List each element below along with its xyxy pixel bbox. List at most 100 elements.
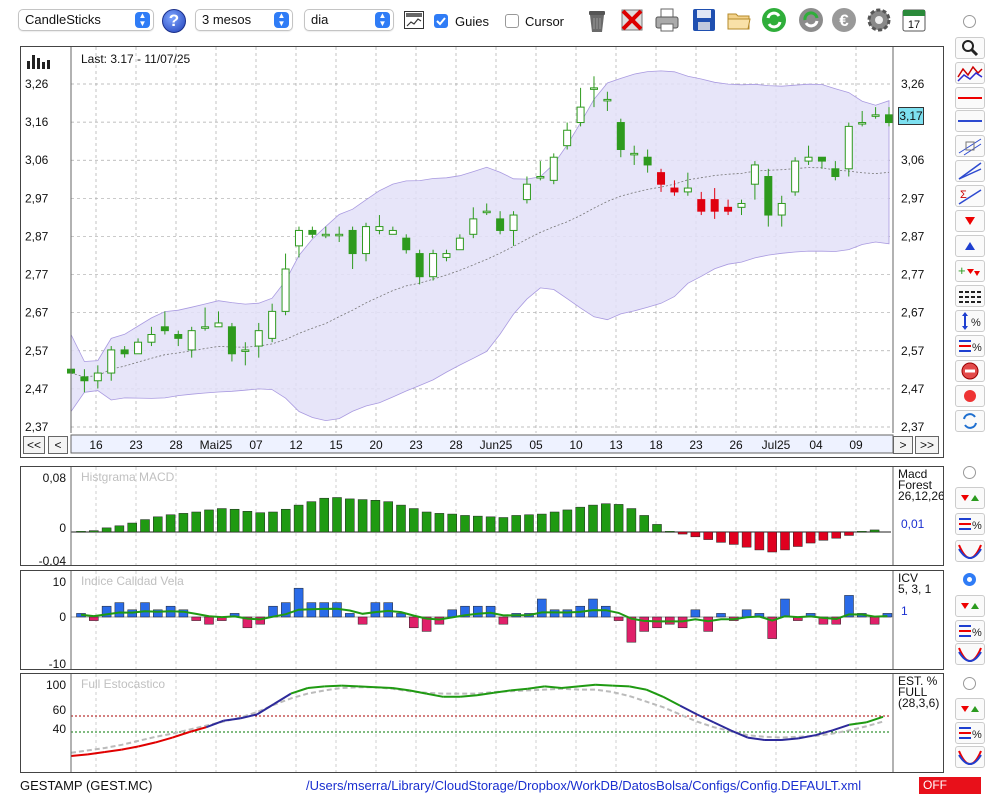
histogram-bar [268,511,278,533]
swap-tool-button[interactable] [955,410,985,432]
currency-button[interactable]: € [830,6,858,34]
chart-icon [406,13,422,27]
stoch-curve-button[interactable] [955,746,985,768]
no-entry-tool-button[interactable] [955,360,985,382]
icv-signals-button[interactable] [955,595,985,617]
candle-body [777,202,786,216]
histogram-bar [370,500,381,533]
indicator-params: 5, 3, 1 [898,582,932,596]
print-button[interactable] [653,6,681,34]
settings-button[interactable] [865,6,893,34]
x-tick-label: 09 [849,438,863,452]
guides-checkbox[interactable] [434,14,448,28]
stoch-levels-button[interactable]: % [955,722,985,744]
icv-panel-radio[interactable] [963,573,976,586]
signals-tool-button[interactable]: + [955,260,985,282]
record-tool-button[interactable] [955,385,985,407]
levels-percent-tool-button[interactable]: % [955,335,985,357]
icv-levels-button[interactable]: % [955,620,985,642]
price-chart-panel[interactable]: 3,26 3,16 3,06 2,97 2,87 2,77 2,67 2,57 2,47 2,37… [20,46,944,458]
stoch-k-segment [831,723,850,732]
record-icon [964,390,976,402]
ticker-label: GESTAMP (GEST.MC) [20,778,153,793]
levels-percent-icon: % [959,625,982,639]
stoch-k-segment [815,729,833,737]
panel-title: Indice Calidad Vela [81,574,184,588]
y-tick-label-right: 2,37 [901,420,925,434]
interval-select[interactable]: dia ▲ ▼ [304,9,394,31]
nav-last-button[interactable]: >> [915,436,939,454]
refresh-button[interactable] [760,6,788,34]
histogram-bar [524,514,534,533]
blue-line-tool-button[interactable] [955,110,985,132]
euro-icon: € [832,8,856,32]
levels-percent-icon: % [959,727,982,741]
stoch-k-segment [121,745,139,751]
stoch-panel-radio[interactable] [963,677,976,690]
bands-icon [957,65,983,82]
red-line-tool-button[interactable] [955,87,985,109]
icv-curve-button[interactable] [955,643,985,665]
stoch-panel[interactable]: 100 60 40 Full Estocastico EST. % FULL (28,3,6… [20,673,944,773]
chart-settings-button[interactable] [404,11,424,29]
candle-body [388,229,397,235]
sum-tool-button[interactable]: Σ [955,185,985,207]
stoch-k-segment [87,751,105,756]
cursor-checkbox[interactable] [505,14,519,28]
buy-arrow-tool-button[interactable] [955,235,985,257]
stoch-signals-button[interactable] [955,698,985,720]
histogram-bar [703,616,713,632]
histogram-bar [370,602,381,618]
histogram-bar [729,531,739,545]
y-tick-label-right: 2,97 [901,191,925,205]
x-tick-label: 23 [689,438,703,452]
lines-tool-button[interactable] [955,285,985,307]
off-status-badge[interactable]: OFF [919,777,981,794]
trash-button[interactable] [583,6,611,34]
icv-panel[interactable]: 10 0 -10 Indice Calidad Vela ICV 5, 3, 1 1 [20,570,944,670]
nav-first-button[interactable]: << [23,436,45,454]
help-button[interactable]: ? [162,9,186,33]
macd-levels-button[interactable]: % [955,513,985,535]
x-tick-label: Jul25 [762,438,791,452]
nav-next-button[interactable]: > [893,436,913,454]
histogram-bar [690,531,701,538]
dashed-lines-icon [959,291,981,303]
sync-icon [799,8,823,32]
histogram-bar [229,508,240,533]
main-panel-radio[interactable] [963,15,976,28]
macd-curve-button[interactable] [955,540,985,562]
histogram-bar [767,531,777,553]
macd-panel[interactable]: 0,08 0 -0,04 Histgrama MACD Macd Forest 26,12,… [20,466,944,566]
histogram-bar [204,509,214,533]
config-path-link[interactable]: /Users/mserra/Library/CloudStorage/Dropb… [306,778,862,793]
y-tick-label: 3,16 [25,115,49,129]
svg-text:%: % [972,520,982,532]
up-arrow-icon [965,242,975,250]
trend-channel-tool-button[interactable] [955,135,985,157]
candle-body [80,376,89,382]
bands-tool-button[interactable] [955,62,985,84]
period-select[interactable]: 3 mesos ▲ ▼ [195,9,293,31]
histogram-bar [818,531,829,541]
ohlc-logo-bar [37,58,40,69]
calendar-button[interactable]: 17 [900,6,928,34]
x-tick-label: 05 [529,438,543,452]
stoch-k-segment [290,687,309,695]
zoom-tool-button[interactable] [955,37,985,59]
histogram-bar [626,616,637,643]
sell-arrow-tool-button[interactable] [955,210,985,232]
delete-button[interactable] [618,6,646,34]
macd-signals-button[interactable] [955,487,985,509]
sync-button[interactable] [797,6,825,34]
histogram-bar [741,531,752,548]
macd-panel-radio[interactable] [963,466,976,479]
indicator-name: ICV [898,571,918,585]
fan-tool-button[interactable] [955,160,985,182]
histogram-bar [805,531,816,544]
save-button[interactable] [690,6,718,34]
range-percent-tool-button[interactable]: % [955,310,985,332]
chart-type-select[interactable]: CandleSticks ▲ ▼ [18,9,154,31]
open-button[interactable] [725,6,753,34]
nav-prev-button[interactable]: < [48,436,68,454]
